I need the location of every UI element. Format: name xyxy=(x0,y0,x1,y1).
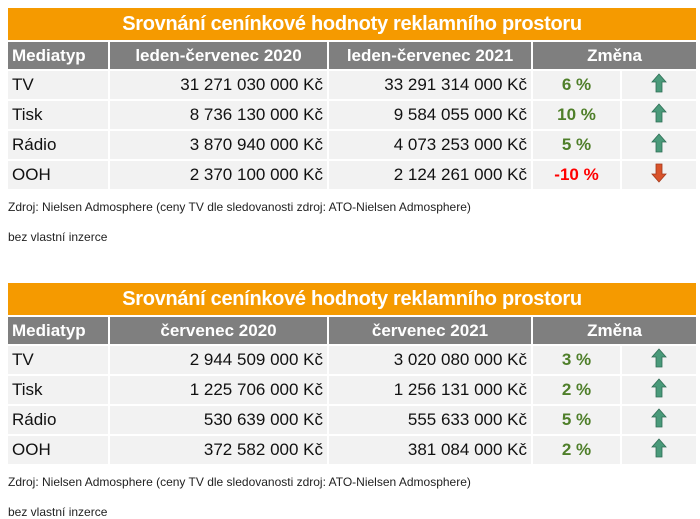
value-2021: 1 256 131 000 Kč xyxy=(329,376,531,404)
table-title: Srovnání cenínkové hodnoty reklamního pr… xyxy=(8,283,696,315)
table-row: Tisk 8 736 130 000 Kč 9 584 055 000 Kč 1… xyxy=(8,101,697,129)
value-2021: 2 124 261 000 Kč xyxy=(329,161,531,189)
value-2020: 372 582 000 Kč xyxy=(110,436,327,464)
table-row: OOH 372 582 000 Kč 381 084 000 Kč 2 % xyxy=(8,436,697,464)
value-2020: 3 870 940 000 Kč xyxy=(110,131,327,159)
table-row: TV 2 944 509 000 Kč 3 020 080 000 Kč 3 % xyxy=(8,346,697,374)
table-row: OOH 2 370 100 000 Kč 2 124 261 000 Kč -1… xyxy=(8,161,697,189)
price-table-2: Srovnání cenínkové hodnoty reklamního pr… xyxy=(6,283,698,466)
header-change: Změna xyxy=(533,317,697,344)
media-type: Rádio xyxy=(8,131,108,159)
media-type: Tisk xyxy=(8,101,108,129)
value-2021: 3 020 080 000 Kč xyxy=(329,346,531,374)
value-2021: 555 633 000 Kč xyxy=(329,406,531,434)
header-2020: červenec 2020 xyxy=(110,317,327,344)
header-row: Mediatyp leden-červenec 2020 leden-červe… xyxy=(8,42,697,69)
media-type: Tisk xyxy=(8,376,108,404)
arrow-up-icon xyxy=(622,406,697,434)
table-title: Srovnání cenínkové hodnoty reklamního pr… xyxy=(8,8,696,40)
header-2020: leden-červenec 2020 xyxy=(110,42,327,69)
media-type: TV xyxy=(8,346,108,374)
data-table: Mediatyp leden-červenec 2020 leden-červe… xyxy=(6,40,698,191)
data-table: Mediatyp červenec 2020 červenec 2021 Změ… xyxy=(6,315,698,466)
value-2020: 1 225 706 000 Kč xyxy=(110,376,327,404)
arrow-up-icon xyxy=(622,71,697,99)
arrow-up-icon xyxy=(622,376,697,404)
value-2020: 8 736 130 000 Kč xyxy=(110,101,327,129)
value-2020: 530 639 000 Kč xyxy=(110,406,327,434)
media-type: Rádio xyxy=(8,406,108,434)
arrow-up-icon xyxy=(622,346,697,374)
table-row: TV 31 271 030 000 Kč 33 291 314 000 Kč 6… xyxy=(8,71,697,99)
header-2021: červenec 2021 xyxy=(329,317,531,344)
value-2020: 2 370 100 000 Kč xyxy=(110,161,327,189)
change-percent: -10 % xyxy=(533,161,620,189)
value-2021: 33 291 314 000 Kč xyxy=(329,71,531,99)
value-2021: 9 584 055 000 Kč xyxy=(329,101,531,129)
footnote: bez vlastní inzerce xyxy=(8,230,108,244)
arrow-down-icon xyxy=(622,161,697,189)
header-mediatyp: Mediatyp xyxy=(8,317,108,344)
change-percent: 5 % xyxy=(533,406,620,434)
change-percent: 2 % xyxy=(533,436,620,464)
media-type: OOH xyxy=(8,436,108,464)
value-2021: 4 073 253 000 Kč xyxy=(329,131,531,159)
arrow-up-icon xyxy=(622,436,697,464)
value-2021: 381 084 000 Kč xyxy=(329,436,531,464)
header-2021: leden-červenec 2021 xyxy=(329,42,531,69)
change-percent: 6 % xyxy=(533,71,620,99)
header-mediatyp: Mediatyp xyxy=(8,42,108,69)
header-row: Mediatyp červenec 2020 červenec 2021 Změ… xyxy=(8,317,697,344)
table-row: Rádio 3 870 940 000 Kč 4 073 253 000 Kč … xyxy=(8,131,697,159)
media-type: OOH xyxy=(8,161,108,189)
table-row: Tisk 1 225 706 000 Kč 1 256 131 000 Kč 2… xyxy=(8,376,697,404)
source-note: Zdroj: Nielsen Admosphere (ceny TV dle s… xyxy=(8,475,471,489)
arrow-up-icon xyxy=(622,131,697,159)
change-percent: 3 % xyxy=(533,346,620,374)
price-table-1: Srovnání cenínkové hodnoty reklamního pr… xyxy=(6,8,698,191)
value-2020: 2 944 509 000 Kč xyxy=(110,346,327,374)
source-note: Zdroj: Nielsen Admosphere (ceny TV dle s… xyxy=(8,200,471,214)
footnote: bez vlastní inzerce xyxy=(8,505,108,519)
change-percent: 2 % xyxy=(533,376,620,404)
table-row: Rádio 530 639 000 Kč 555 633 000 Kč 5 % xyxy=(8,406,697,434)
value-2020: 31 271 030 000 Kč xyxy=(110,71,327,99)
media-type: TV xyxy=(8,71,108,99)
header-change: Změna xyxy=(533,42,697,69)
arrow-up-icon xyxy=(622,101,697,129)
change-percent: 5 % xyxy=(533,131,620,159)
change-percent: 10 % xyxy=(533,101,620,129)
